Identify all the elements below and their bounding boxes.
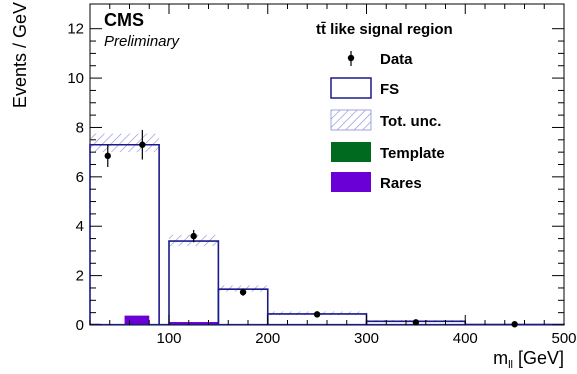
legend-label-unc: Tot. unc. (380, 113, 441, 130)
y-tick-label: 6 (76, 169, 84, 186)
fs-bin (168, 240, 220, 325)
x-tick-label: 500 (551, 330, 576, 347)
unc-band (90, 133, 160, 153)
legend-label-rares: Rares (380, 175, 422, 192)
data-points (104, 129, 518, 328)
y-axis-title: Events / GeV (10, 2, 30, 108)
rares-bar (124, 315, 150, 325)
legend-fs-swatch (330, 77, 372, 99)
data-point (313, 311, 321, 318)
cms-label: CMS (104, 10, 144, 30)
region-label: tt̄ like signal region (316, 21, 453, 38)
y-tick-label: 12 (67, 21, 84, 38)
axis-ticks: 0 2 4 6 8 10 12 100 200 300 400 500 (67, 4, 577, 347)
y-tick-label: 10 (67, 70, 84, 87)
fs-bin (89, 143, 160, 325)
preliminary-label: Preliminary (104, 33, 181, 50)
data-point (239, 288, 247, 296)
y-tick-label: 8 (76, 119, 84, 136)
legend-rares-swatch (331, 172, 371, 192)
legend-label-fs: FS (380, 81, 399, 98)
data-point (190, 232, 197, 240)
legend-data-marker (347, 54, 355, 62)
data-point (511, 321, 518, 328)
y-tick-label: 4 (76, 218, 84, 235)
data-point (139, 141, 146, 148)
plot-frame (89, 3, 565, 326)
y-tick-label: 0 (76, 317, 84, 334)
y-tick-label: 2 (76, 268, 84, 285)
data-point (104, 152, 111, 160)
legend-label-data: Data (380, 51, 413, 68)
data-point (412, 319, 420, 326)
legend: Data FS Tot. unc. Template Rares (330, 51, 445, 192)
rares-bar (169, 322, 219, 325)
x-tick-label: 100 (156, 330, 181, 347)
legend-unc-swatch (330, 109, 372, 131)
x-tick-label: 300 (354, 330, 379, 347)
x-tick-label: 200 (255, 330, 280, 347)
uncertainty-bands (90, 133, 564, 325)
x-tick-label: 400 (453, 330, 478, 347)
fs-histogram (89, 143, 565, 326)
legend-template-swatch (331, 142, 371, 162)
x-axis-title: mll [GeV] (493, 348, 564, 371)
legend-label-template: Template (380, 145, 445, 162)
